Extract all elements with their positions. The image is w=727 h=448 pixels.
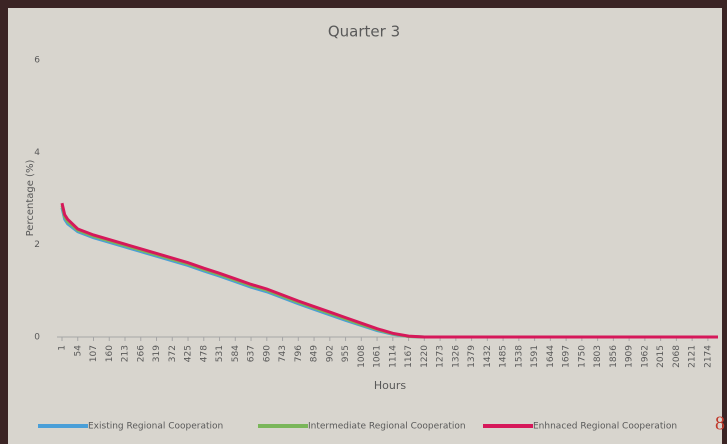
page-number: 8: [715, 413, 725, 435]
y-tick-label: 0: [34, 333, 40, 343]
x-tick-label: 1114: [388, 345, 398, 368]
x-tick-label: 54: [73, 345, 83, 357]
x-tick-label: 849: [310, 345, 320, 362]
x-tick-label: 1803: [593, 345, 603, 368]
chart-area: [8, 8, 722, 444]
x-tick-label: 531: [215, 345, 225, 362]
y-tick-label: 2: [34, 240, 40, 250]
x-tick-label: 1061: [373, 345, 383, 368]
x-tick-label: 160: [105, 345, 115, 362]
x-tick-label: 1008: [357, 345, 367, 368]
x-tick-label: 637: [247, 345, 257, 362]
x-tick-label: 1909: [625, 345, 635, 368]
x-tick-label: 1538: [514, 345, 524, 368]
y-tick-label: 4: [34, 148, 40, 158]
x-tick-label: 1962: [640, 345, 650, 368]
x-tick-label: 1326: [451, 345, 461, 368]
x-tick-label: 1273: [436, 345, 446, 368]
x-tick-label: 1220: [420, 345, 430, 368]
x-tick-label: 1591: [530, 345, 540, 368]
x-tick-label: 1167: [404, 345, 414, 368]
x-tick-label: 743: [278, 345, 288, 362]
x-tick-label: 1379: [467, 345, 477, 368]
legend-label: Existing Regional Cooperation: [88, 422, 223, 432]
x-tick-label: 1485: [499, 345, 509, 368]
x-tick-label: 796: [294, 345, 304, 362]
x-tick-label: 2015: [656, 345, 666, 368]
x-tick-label: 1644: [546, 345, 556, 368]
x-tick-label: 2174: [703, 345, 713, 368]
x-tick-label: 372: [168, 345, 178, 362]
chart-title: Quarter 3: [328, 23, 400, 41]
x-tick-label: 1: [58, 345, 68, 351]
legend-label: Intermediate Regional Cooperation: [308, 422, 466, 432]
x-tick-label: 1697: [562, 345, 572, 368]
x-tick-label: 584: [231, 345, 241, 362]
x-tick-label: 1856: [609, 345, 619, 368]
x-tick-label: 2121: [688, 345, 698, 368]
x-tick-label: 425: [184, 345, 194, 362]
x-tick-label: 1750: [577, 345, 587, 368]
x-tick-label: 266: [136, 345, 146, 362]
x-axis-label: Hours: [374, 379, 406, 392]
x-tick-label: 955: [341, 345, 351, 362]
x-tick-label: 213: [121, 345, 131, 362]
x-tick-label: 902: [325, 345, 335, 362]
y-tick-label: 6: [34, 56, 40, 66]
x-tick-label: 319: [152, 345, 162, 362]
x-tick-label: 107: [89, 345, 99, 362]
line: [60, 202, 718, 339]
x-tick-label: 478: [199, 345, 209, 362]
y-axis-label: Percentage (%): [25, 160, 36, 237]
x-tick-label: 1432: [483, 345, 493, 368]
legend-label: Enhnaced Regional Cooperation: [533, 422, 677, 432]
x-tick-label: 690: [262, 345, 272, 362]
x-tick-label: 2068: [672, 345, 682, 368]
